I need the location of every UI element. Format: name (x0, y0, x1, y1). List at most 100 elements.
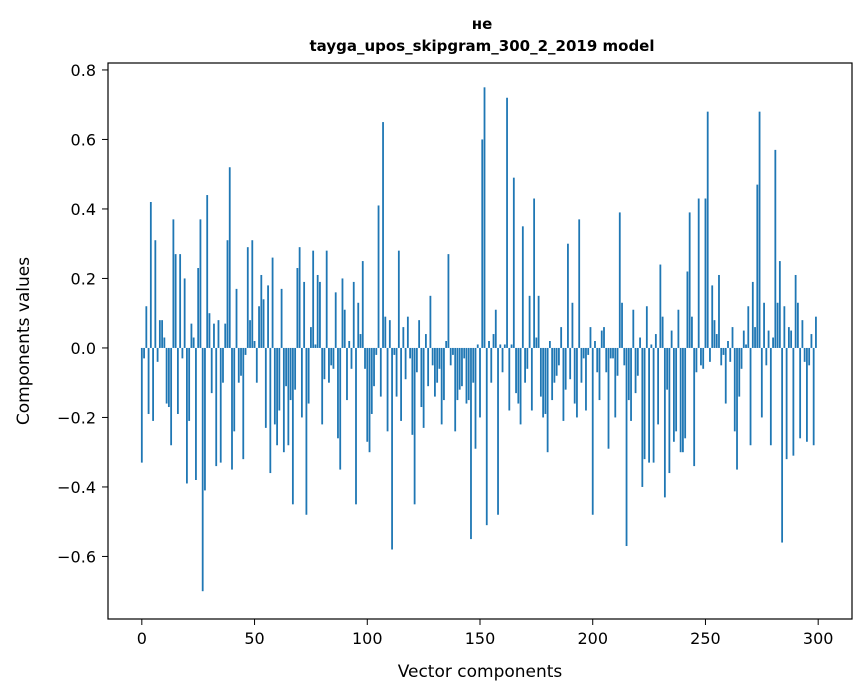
bar (706, 111, 709, 348)
bar (314, 344, 317, 348)
bar (627, 347, 630, 401)
bar (787, 327, 790, 348)
bar (567, 243, 569, 348)
bar (778, 261, 781, 348)
bar (544, 347, 547, 414)
bar (361, 261, 364, 348)
bar (161, 320, 164, 348)
bar (382, 122, 384, 348)
bar (736, 347, 738, 470)
bar (192, 337, 195, 348)
bar (289, 347, 292, 401)
bar (332, 347, 335, 369)
bar (591, 347, 594, 515)
bar (294, 347, 297, 390)
bar (654, 334, 657, 348)
bar (219, 347, 222, 463)
bar (269, 347, 272, 474)
bar (258, 306, 260, 348)
bar (724, 347, 727, 404)
bar (341, 278, 344, 348)
bar (422, 347, 425, 428)
bar (445, 341, 448, 348)
bar (578, 219, 581, 348)
y-tick-label: 0.6 (71, 130, 96, 149)
bar (379, 347, 382, 397)
bar (607, 347, 610, 449)
bar (291, 347, 294, 505)
bar (497, 347, 499, 515)
bar (183, 278, 186, 348)
bar (251, 240, 254, 348)
bar (174, 254, 177, 348)
bar (684, 347, 687, 439)
y-tick-label: 0.4 (71, 200, 96, 219)
bar (186, 347, 188, 484)
bar (718, 274, 720, 348)
bar (370, 347, 373, 414)
bar (280, 288, 283, 348)
bar (634, 347, 637, 394)
bar (688, 212, 691, 348)
bar (305, 347, 308, 515)
bar (325, 250, 328, 348)
bar (767, 330, 770, 348)
bar (769, 347, 772, 446)
bar (711, 285, 714, 348)
bar (373, 347, 375, 387)
bar (167, 347, 170, 408)
bar (715, 334, 718, 348)
bar (539, 347, 542, 397)
bar (474, 347, 477, 449)
bar (472, 347, 475, 383)
bar (470, 347, 472, 540)
bar (776, 302, 779, 348)
bar (745, 344, 747, 348)
bar (763, 302, 765, 348)
bar (754, 327, 756, 348)
bar (774, 149, 777, 348)
bar (621, 302, 623, 348)
bar (623, 347, 626, 366)
bar (420, 347, 423, 408)
bar (659, 264, 662, 348)
bar (384, 316, 387, 348)
bar (237, 347, 240, 383)
bar (255, 347, 258, 383)
bar (713, 320, 716, 348)
bar (564, 347, 567, 390)
bar (461, 347, 463, 387)
bar (618, 212, 621, 348)
bar (672, 347, 675, 442)
bar (645, 306, 648, 348)
bar (785, 347, 788, 460)
x-tick-label: 300 (803, 629, 834, 648)
bar (397, 250, 400, 348)
bar (747, 306, 750, 348)
bar (677, 309, 680, 348)
bar (738, 347, 741, 397)
x-axis-label: Vector components (398, 662, 563, 682)
bar (576, 347, 578, 418)
y-tick-label: −0.2 (57, 408, 96, 427)
bar (503, 344, 506, 348)
y-axis-label: Components values (14, 257, 34, 425)
bar (402, 327, 405, 348)
bar (452, 347, 454, 355)
bar (244, 347, 247, 355)
bar (594, 341, 596, 348)
bar (404, 347, 407, 380)
chart-title-line-2: tayga_upos_skipgram_300_2_2019 model (310, 37, 655, 55)
bar (760, 347, 763, 418)
bar (589, 327, 592, 348)
bar (709, 347, 711, 362)
bar (510, 344, 513, 348)
bar (298, 247, 301, 348)
bar (197, 268, 200, 348)
plot-frame (107, 62, 853, 620)
bar (285, 347, 288, 387)
bar (143, 347, 145, 359)
bar (287, 347, 290, 446)
bar (449, 347, 452, 366)
bar (695, 347, 698, 373)
